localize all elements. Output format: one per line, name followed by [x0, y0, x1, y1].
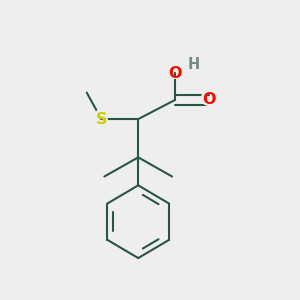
Text: O: O [168, 66, 182, 81]
Text: S: S [96, 112, 107, 127]
Text: O: O [202, 92, 216, 107]
Text: H: H [188, 57, 200, 72]
Text: O: O [200, 90, 218, 110]
Text: O: O [166, 63, 184, 83]
Text: S: S [94, 109, 109, 129]
